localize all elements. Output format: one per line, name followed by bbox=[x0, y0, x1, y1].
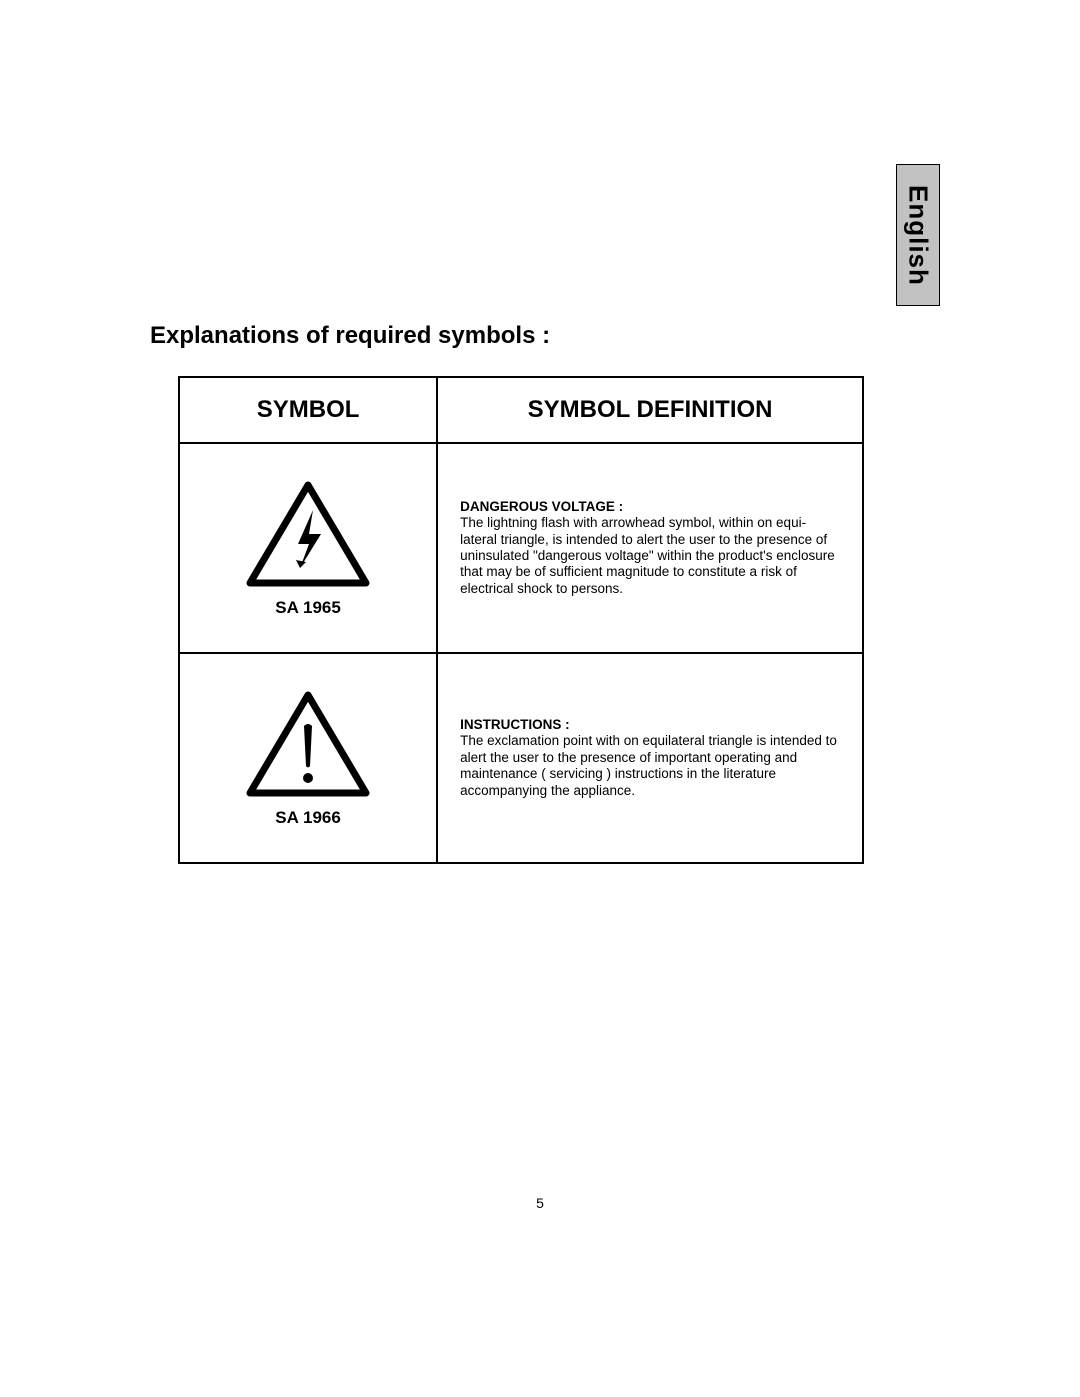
header-symbol: SYMBOL bbox=[179, 377, 437, 443]
table-row: SA 1965 DANGEROUS VOLTAGE : The lightnin… bbox=[179, 443, 863, 653]
page-heading: Explanations of required symbols : bbox=[150, 322, 550, 350]
definition-body: The lightning flash with arrowhead symbo… bbox=[460, 515, 835, 596]
header-definition: SYMBOL DEFINITION bbox=[437, 377, 863, 443]
symbol-code-label: SA 1965 bbox=[275, 598, 341, 618]
language-tab: English bbox=[896, 164, 940, 306]
language-tab-label: English bbox=[903, 185, 934, 286]
definition-cell-voltage: DANGEROUS VOLTAGE : The lightning flash … bbox=[437, 443, 863, 653]
definition-title: DANGEROUS VOLTAGE : bbox=[460, 499, 840, 515]
table-header-row: SYMBOL SYMBOL DEFINITION bbox=[179, 377, 863, 443]
table-row: SA 1966 INSTRUCTIONS : The exclamation p… bbox=[179, 653, 863, 863]
symbol-cell-voltage: SA 1965 bbox=[179, 443, 437, 653]
symbols-table: SYMBOL SYMBOL DEFINITION SA 1965 DANGERO… bbox=[178, 376, 864, 864]
symbol-code-label: SA 1966 bbox=[275, 808, 341, 828]
definition-body: The exclamation point with on equilatera… bbox=[460, 733, 837, 797]
voltage-triangle-icon bbox=[243, 478, 373, 590]
instructions-triangle-icon bbox=[243, 688, 373, 800]
symbol-cell-instructions: SA 1966 bbox=[179, 653, 437, 863]
page-number: 5 bbox=[0, 1195, 1080, 1211]
definition-cell-instructions: INSTRUCTIONS : The exclamation point wit… bbox=[437, 653, 863, 863]
definition-title: INSTRUCTIONS : bbox=[460, 717, 840, 733]
